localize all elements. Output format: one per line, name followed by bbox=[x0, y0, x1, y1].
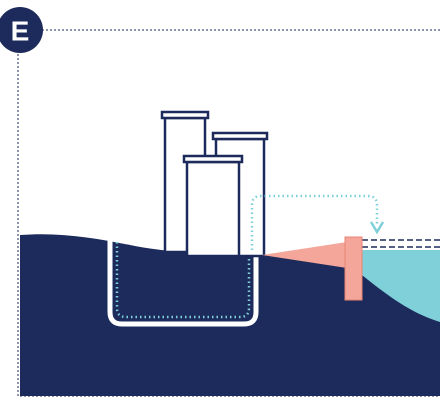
panel-badge bbox=[0, 7, 43, 53]
dam-wing bbox=[262, 242, 347, 268]
flow-arrow bbox=[250, 194, 379, 250]
water bbox=[355, 250, 440, 322]
water-level bbox=[362, 239, 440, 248]
arrow-head bbox=[369, 221, 385, 235]
buildings bbox=[160, 110, 269, 258]
building-cap bbox=[160, 110, 210, 120]
panel-frame bbox=[17, 29, 440, 397]
building-cap bbox=[182, 154, 244, 164]
building-cap bbox=[211, 131, 269, 141]
trench-wall bbox=[107, 240, 259, 327]
dam bbox=[344, 236, 363, 301]
panel-label: E bbox=[11, 16, 30, 47]
building bbox=[185, 160, 241, 258]
ground bbox=[20, 234, 440, 396]
